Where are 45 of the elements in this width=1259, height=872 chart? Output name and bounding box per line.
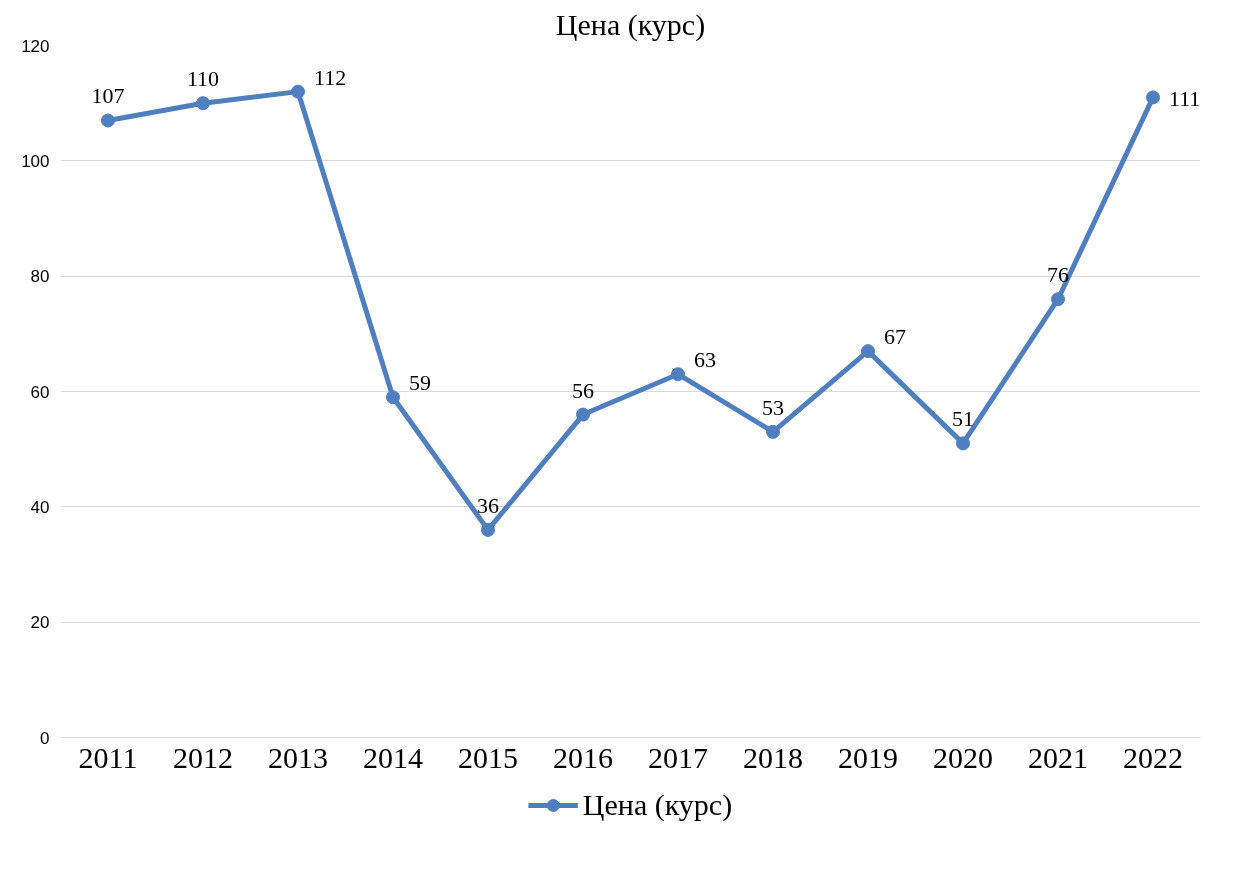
point: [576, 407, 590, 422]
y-tick-label: 20: [30, 613, 50, 633]
x-tick-label: 2012: [173, 740, 233, 774]
data-label: 107: [91, 83, 125, 109]
x-tick-label: 2011: [78, 740, 138, 774]
y-tick-label: 80: [30, 267, 50, 287]
x-tick-label: 2014: [363, 740, 423, 774]
chart-title: Цена (курс): [555, 7, 706, 42]
point: [956, 436, 970, 451]
x-tick-label: 2019: [838, 740, 898, 774]
y-tick-label: 100: [21, 151, 50, 171]
data-label: 51: [952, 406, 974, 432]
data-label: 56: [572, 377, 594, 403]
data-label: 76: [1047, 262, 1069, 288]
point: [291, 84, 305, 99]
point: [386, 390, 400, 405]
point: [1146, 90, 1160, 105]
data-label: 53: [762, 394, 784, 420]
point: [481, 522, 495, 537]
y-tick-label: 120: [21, 36, 50, 56]
point: [196, 96, 210, 111]
x-tick-label: 2013: [268, 740, 328, 774]
y-tick-label: 60: [30, 382, 50, 402]
y-tick-label: 0: [40, 728, 50, 748]
data-label: 67: [884, 324, 906, 350]
data-label: 110: [186, 66, 220, 92]
data-label: 111: [1169, 86, 1201, 112]
x-tick-label: 2021: [1028, 740, 1088, 774]
point: [671, 367, 685, 382]
y-tick-label: 40: [30, 497, 50, 517]
x-tick-label: 2017: [648, 740, 708, 774]
point: [766, 424, 780, 439]
point: [1051, 292, 1065, 307]
x-tick-label: 2018: [743, 740, 803, 774]
data-label: 59: [409, 370, 431, 396]
x-tick-label: 2020: [933, 740, 993, 774]
legend-label: Цена (курс): [582, 788, 733, 822]
data-label: 63: [694, 347, 716, 373]
x-tick-label: 2016: [553, 740, 613, 774]
x-tick-label: 2022: [1123, 740, 1183, 774]
data-label: 36: [477, 492, 499, 518]
data-label: 112: [314, 64, 347, 90]
point: [101, 113, 115, 128]
point: [861, 344, 875, 359]
x-tick-label: 2015: [458, 740, 518, 774]
